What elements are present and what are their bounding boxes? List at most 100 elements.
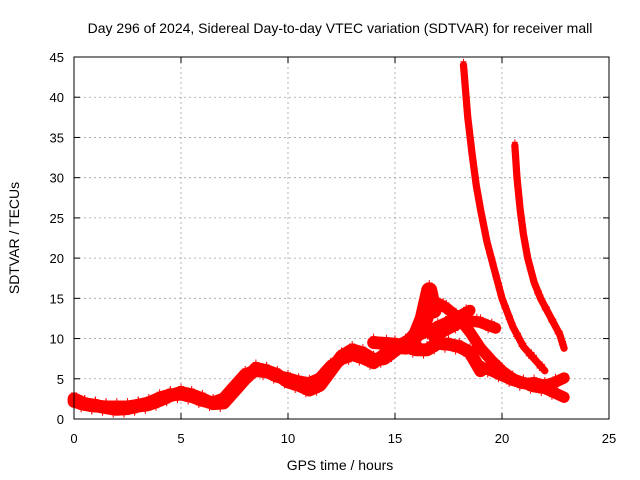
data-point-marker bbox=[552, 323, 559, 330]
data-point-marker bbox=[295, 376, 302, 383]
data-point-marker bbox=[156, 391, 163, 398]
data-point-marker bbox=[417, 326, 424, 333]
data-point-marker bbox=[504, 309, 511, 316]
data-point-marker bbox=[474, 194, 481, 201]
data-point-marker bbox=[163, 400, 170, 407]
x-tick-label: 10 bbox=[281, 431, 295, 446]
data-point-marker bbox=[548, 393, 555, 400]
data-point-marker bbox=[484, 371, 491, 378]
data-point-marker bbox=[267, 369, 274, 376]
data-point-marker bbox=[250, 362, 257, 369]
data-point-marker bbox=[488, 362, 495, 369]
data-point-marker bbox=[466, 324, 473, 331]
data-point-marker bbox=[477, 314, 484, 321]
data-point-marker bbox=[408, 344, 415, 351]
data-point-marker bbox=[519, 222, 526, 229]
data-point-marker bbox=[499, 367, 505, 374]
data-point-marker bbox=[497, 291, 504, 298]
data-point-marker bbox=[388, 356, 395, 363]
data-point-marker bbox=[496, 283, 503, 290]
data-point-marker bbox=[445, 335, 452, 342]
data-point-marker bbox=[552, 373, 559, 380]
data-point-marker bbox=[511, 326, 518, 333]
data-point-marker bbox=[476, 206, 483, 213]
data-point-marker bbox=[463, 94, 470, 101]
data-point-marker bbox=[206, 404, 213, 411]
data-point-marker bbox=[370, 350, 377, 357]
data-point-marker bbox=[260, 372, 267, 379]
data-point-marker bbox=[460, 66, 467, 73]
data-point-marker bbox=[488, 318, 495, 325]
data-point-marker bbox=[499, 292, 505, 299]
data-point-marker bbox=[446, 307, 453, 314]
data-point-marker bbox=[244, 373, 251, 380]
data-point-marker bbox=[516, 336, 523, 343]
data-point-marker bbox=[531, 352, 538, 359]
data-point-marker bbox=[487, 247, 494, 254]
data-point-marker bbox=[402, 336, 409, 343]
data-point-marker bbox=[421, 329, 428, 336]
data-point-marker bbox=[78, 404, 85, 411]
data-point-marker bbox=[472, 171, 479, 178]
data-point-marker bbox=[285, 373, 291, 380]
data-point-marker bbox=[349, 340, 356, 347]
data-point-marker bbox=[309, 385, 316, 392]
data-point-marker bbox=[528, 271, 535, 278]
data-point-marker bbox=[476, 198, 483, 205]
data-point-marker bbox=[443, 299, 450, 306]
data-point-marker bbox=[463, 353, 470, 360]
data-point-marker bbox=[427, 321, 434, 328]
data-point-marker bbox=[377, 361, 384, 368]
data-point-marker bbox=[480, 215, 487, 222]
data-point-marker bbox=[530, 278, 537, 285]
data-point-marker bbox=[422, 296, 429, 303]
data-point-marker bbox=[452, 348, 459, 355]
data-point-marker bbox=[120, 411, 127, 418]
data-point-marker bbox=[482, 356, 489, 363]
data-point-marker bbox=[483, 235, 490, 241]
data-point-marker bbox=[277, 374, 284, 381]
data-point-marker bbox=[332, 367, 339, 374]
series-layer bbox=[67, 58, 570, 418]
x-tick-labels: 0 5 10 15 20 25 bbox=[70, 431, 616, 446]
data-point-marker bbox=[338, 347, 345, 354]
data-point-marker bbox=[546, 311, 553, 318]
data-point-marker bbox=[523, 254, 530, 261]
data-point-marker bbox=[507, 313, 514, 320]
y-tick-label: 5 bbox=[57, 372, 64, 387]
data-point-marker bbox=[561, 374, 568, 381]
data-point-marker bbox=[526, 266, 533, 273]
data-point-marker bbox=[477, 340, 484, 347]
data-point-marker bbox=[537, 292, 544, 299]
data-point-marker bbox=[263, 361, 270, 368]
data-point-marker bbox=[270, 376, 277, 383]
data-point-marker bbox=[448, 317, 455, 324]
data-point-marker bbox=[217, 406, 224, 413]
data-point-marker bbox=[418, 312, 425, 319]
data-point-marker bbox=[533, 358, 540, 365]
data-point-marker bbox=[440, 298, 447, 305]
data-point-marker bbox=[441, 325, 448, 332]
data-point-marker bbox=[516, 195, 523, 202]
data-point-marker bbox=[74, 397, 81, 404]
data-point-marker bbox=[515, 190, 522, 197]
data-point-marker bbox=[466, 307, 473, 314]
chart-title: Day 296 of 2024, Sidereal Day-to-day VTE… bbox=[88, 20, 593, 36]
data-point-marker bbox=[239, 372, 246, 379]
data-point-marker bbox=[486, 250, 493, 257]
data-point-marker bbox=[515, 330, 522, 337]
data-point-marker bbox=[491, 267, 498, 274]
data-point-marker bbox=[379, 346, 386, 353]
data-point-marker bbox=[509, 320, 516, 327]
data-point-marker bbox=[505, 316, 512, 323]
data-point-marker bbox=[99, 409, 106, 416]
data-point-marker bbox=[117, 406, 124, 413]
data-point-marker bbox=[363, 352, 370, 359]
data-point-marker bbox=[226, 399, 233, 406]
data-point-marker bbox=[481, 230, 488, 237]
data-point-marker bbox=[433, 299, 440, 306]
data-point-marker bbox=[427, 344, 434, 351]
data-point-marker bbox=[274, 365, 281, 372]
data-point-marker bbox=[149, 400, 156, 407]
